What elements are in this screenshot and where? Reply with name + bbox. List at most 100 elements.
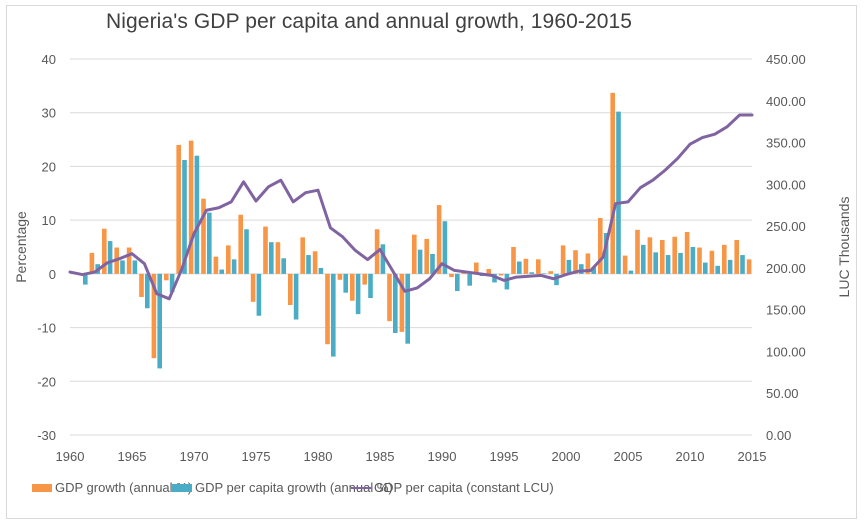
y-axis-right-title: LUC Thousands bbox=[836, 197, 852, 298]
legend-item-gdp-per-capita-growth: GDP per capita growth (annual %) bbox=[172, 480, 393, 495]
y-tick-label: -20 bbox=[37, 374, 56, 389]
bar-gdp-growth bbox=[151, 273, 157, 359]
x-tick-label: 1980 bbox=[304, 449, 333, 464]
bar-gdp-growth bbox=[660, 240, 665, 274]
x-tick-label: 1995 bbox=[490, 449, 519, 464]
bar-gdp-growth bbox=[226, 245, 231, 274]
legend-label: GDP growth (annual %) bbox=[55, 480, 193, 495]
line-series bbox=[68, 113, 754, 301]
y-axis-right-ticks: 450.00 400.00 350.00 300.00 250.00 200.00 150.… bbox=[766, 52, 806, 443]
x-tick-label: 2005 bbox=[614, 449, 643, 464]
bar-gdp-per-capita-growth bbox=[703, 262, 708, 274]
bar-gdp-per-capita-growth bbox=[579, 264, 584, 274]
bar-gdp-per-capita-growth bbox=[591, 267, 596, 274]
line-gdp-per-capita bbox=[68, 113, 754, 301]
bar-gdp-growth bbox=[709, 250, 715, 274]
bar-gdp-growth bbox=[424, 238, 429, 274]
bar-gdp-per-capita-growth bbox=[219, 269, 224, 274]
bar-gdp-growth bbox=[300, 237, 305, 274]
y-tick-label: 20 bbox=[42, 159, 56, 174]
bar-gdp-growth bbox=[722, 244, 727, 274]
bar-gdp-per-capita-growth bbox=[207, 212, 212, 274]
legend-swatch-purple-line bbox=[351, 486, 371, 489]
y2-tick-label: 300.00 bbox=[766, 177, 806, 192]
x-tick-label: 1975 bbox=[242, 449, 271, 464]
bar-gdp-per-capita-growth bbox=[554, 273, 559, 286]
bar-gdp-growth bbox=[511, 247, 516, 274]
y-tick-label: 0 bbox=[49, 267, 56, 282]
legend-item-gdp-per-capita: GDP per capita (constant LCU) bbox=[351, 480, 554, 495]
bar-gdp-per-capita-growth bbox=[628, 270, 634, 274]
bar-gdp-per-capita-growth bbox=[616, 111, 621, 274]
x-tick-label: 1970 bbox=[180, 449, 209, 464]
bar-gdp-per-capita-growth bbox=[665, 255, 671, 274]
legend-label: GDP per capita growth (annual %) bbox=[195, 480, 393, 495]
y2-tick-label: 450.00 bbox=[766, 52, 806, 67]
bar-gdp-growth bbox=[672, 236, 677, 274]
bar-gdp-per-capita-growth bbox=[269, 242, 274, 274]
bar-gdp-growth bbox=[523, 258, 529, 274]
bar-gdp-growth bbox=[312, 251, 318, 274]
x-tick-label: 1960 bbox=[56, 449, 85, 464]
x-tick-label: 2010 bbox=[676, 449, 705, 464]
bar-gdp-per-capita-growth bbox=[157, 273, 162, 369]
bar-gdp-per-capita-growth bbox=[529, 272, 534, 274]
bar-gdp-growth bbox=[164, 273, 169, 281]
bar-gdp-growth bbox=[399, 273, 405, 332]
legend: GDP growth (annual %) GDP per capita gro… bbox=[0, 480, 864, 500]
y-axis-left-ticks: 40 30 20 10 0 -10 -20 -30 bbox=[37, 52, 56, 443]
bar-gdp-growth bbox=[734, 240, 739, 274]
chart-title: Nigeria's GDP per capita and annual grow… bbox=[106, 10, 633, 33]
gridlines bbox=[70, 58, 752, 436]
bar-gdp-growth bbox=[647, 237, 653, 274]
bar-gdp-growth bbox=[201, 198, 206, 274]
y-tick-label: -10 bbox=[37, 321, 56, 336]
bar-gdp-growth bbox=[275, 242, 281, 274]
bar-gdp-per-capita-growth bbox=[678, 252, 683, 274]
bar-gdp-growth bbox=[610, 92, 615, 274]
bar-gdp-growth bbox=[213, 256, 219, 274]
bar-gdp-per-capita-growth bbox=[405, 273, 410, 344]
bar-gdp-growth bbox=[436, 205, 442, 274]
bar-gdp-per-capita-growth bbox=[641, 244, 646, 274]
bar-gdp-per-capita-growth bbox=[343, 273, 348, 293]
y2-tick-label: 200.00 bbox=[766, 261, 806, 276]
bar-gdp-growth bbox=[449, 273, 454, 278]
bar-gdp-growth bbox=[126, 247, 132, 274]
bar-gdp-per-capita-growth bbox=[83, 273, 88, 285]
bar-gdp-per-capita-growth bbox=[442, 221, 448, 274]
y2-tick-label: 0.00 bbox=[766, 428, 791, 443]
bar-gdp-growth bbox=[684, 231, 690, 274]
bar-gdp-per-capita-growth bbox=[355, 273, 361, 315]
bar-gdp-growth bbox=[188, 140, 194, 274]
bar-gdp-per-capita-growth bbox=[393, 273, 398, 333]
bar-gdp-growth bbox=[139, 273, 144, 297]
bar-gdp-per-capita-growth bbox=[182, 159, 187, 274]
x-tick-label: 1965 bbox=[118, 449, 147, 464]
bar-gdp-growth bbox=[573, 250, 578, 274]
x-tick-label: 1990 bbox=[428, 449, 457, 464]
bar-gdp-per-capita-growth bbox=[504, 273, 510, 290]
y2-tick-label: 400.00 bbox=[766, 94, 806, 109]
y2-tick-label: 100.00 bbox=[766, 344, 806, 359]
bar-gdp-growth bbox=[102, 228, 107, 274]
bar-gdp-growth bbox=[598, 217, 603, 274]
bar-gdp-per-capita-growth bbox=[256, 273, 262, 316]
bar-gdp-growth bbox=[560, 245, 566, 274]
bar-gdp-growth bbox=[337, 273, 343, 280]
bar-gdp-per-capita-growth bbox=[281, 258, 286, 274]
y2-tick-label: 50.00 bbox=[766, 386, 799, 401]
bar-gdp-per-capita-growth bbox=[740, 255, 745, 274]
y-tick-label: 30 bbox=[42, 106, 56, 121]
bar-gdp-per-capita-growth bbox=[132, 260, 138, 274]
bar-gdp-per-capita-growth bbox=[430, 253, 435, 274]
bar-gdp-growth bbox=[238, 214, 243, 274]
bar-gdp-per-capita-growth bbox=[566, 259, 572, 274]
y2-tick-label: 150.00 bbox=[766, 303, 806, 318]
bar-gdp-growth bbox=[387, 273, 392, 322]
bar-gdp-per-capita-growth bbox=[653, 252, 658, 274]
bar-gdp-per-capita-growth bbox=[293, 273, 299, 320]
bar-gdp-growth bbox=[250, 273, 256, 302]
bar-gdp-per-capita-growth bbox=[107, 241, 113, 274]
